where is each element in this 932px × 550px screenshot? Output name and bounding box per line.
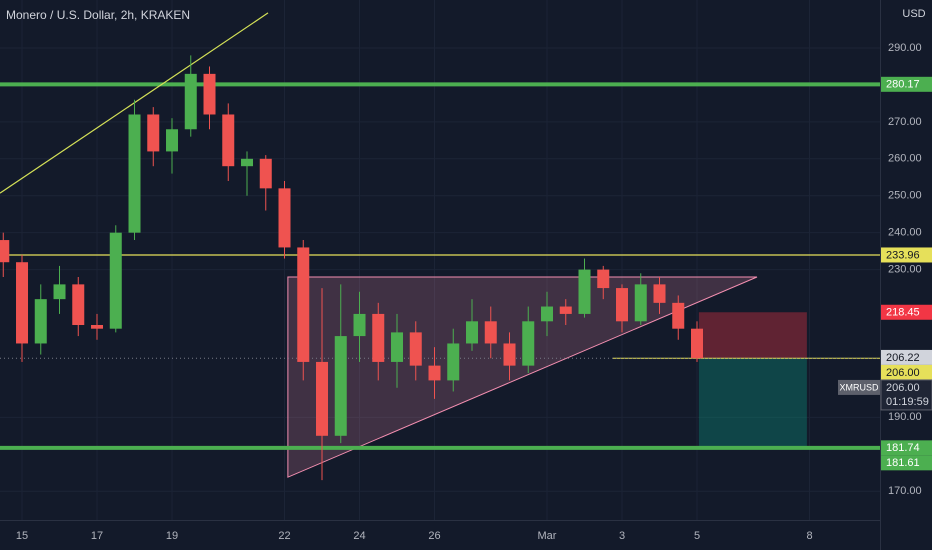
candle-body — [447, 343, 460, 381]
x-tick-label: 8 — [806, 530, 812, 542]
stop-zone — [698, 312, 807, 359]
candle-body — [316, 361, 329, 436]
candle-body — [428, 365, 441, 381]
candle-body — [503, 343, 516, 366]
candle-body — [391, 332, 404, 362]
last-price: 206.00 — [886, 382, 920, 394]
price-tag: 181.74 — [886, 442, 920, 454]
candle-body — [484, 321, 497, 344]
candle-body — [353, 313, 366, 337]
currency-label: USD — [902, 8, 925, 20]
candle-body — [409, 332, 422, 366]
price-tag: 280.17 — [886, 79, 920, 91]
candle-body — [672, 302, 685, 329]
y-tick-label: 290.00 — [888, 42, 922, 54]
candle-body — [241, 158, 254, 167]
candle-body — [109, 232, 122, 329]
candle-body — [297, 247, 310, 362]
trendline — [0, 12, 269, 194]
candle-body — [522, 321, 535, 366]
candle-body — [653, 284, 666, 303]
candle-body — [691, 328, 704, 359]
y-tick-label: 170.00 — [888, 485, 922, 497]
candle-body — [166, 129, 179, 152]
price-tag: 233.96 — [886, 249, 920, 261]
x-tick-label: 26 — [428, 530, 440, 542]
candle-body — [34, 299, 47, 344]
candle-body — [559, 306, 572, 314]
x-tick-label: 5 — [694, 530, 700, 542]
x-tick-label: 22 — [278, 530, 290, 542]
candle-body — [128, 114, 141, 233]
price-axis: 290.00 270.00 260.00 250.00 240.00 230.00 190.… — [838, 42, 932, 497]
candle-body — [0, 240, 10, 263]
candle-body — [203, 73, 216, 115]
symbol-tag-bg — [838, 379, 880, 395]
plot — [0, 0, 880, 520]
x-tick-label: 15 — [16, 530, 28, 542]
x-tick-label: 19 — [166, 530, 178, 542]
candle-body — [53, 284, 66, 300]
triangle-pattern — [287, 276, 758, 478]
candle-body — [72, 284, 85, 325]
y-tick-label: 240.00 — [888, 227, 922, 239]
candle-body — [634, 284, 647, 322]
y-tick-label: 260.00 — [888, 153, 922, 165]
y-tick-label: 230.00 — [888, 264, 922, 276]
candle-body — [222, 114, 235, 167]
price-tag-bg — [881, 247, 932, 263]
candle-body — [466, 321, 479, 344]
candle-body — [372, 313, 385, 362]
x-tick-label: 24 — [353, 530, 365, 542]
price-tag-bg — [881, 349, 932, 365]
candle-body — [91, 325, 104, 329]
candle-body — [541, 306, 554, 322]
candle-body — [616, 288, 629, 322]
price-tag: 181.61 — [886, 457, 920, 469]
price-tag-bg — [881, 364, 932, 380]
candle-body — [16, 262, 29, 344]
price-tag: 206.00 — [886, 367, 920, 379]
candle-body — [334, 336, 347, 436]
target-zone — [698, 358, 807, 449]
y-tick-label: 190.00 — [888, 411, 922, 423]
x-tick-label: 3 — [619, 530, 625, 542]
symbol-tag: XMRUSD — [839, 382, 879, 392]
price-tag: 218.45 — [886, 307, 920, 319]
candle-body — [278, 188, 291, 248]
chart-title: Monero / U.S. Dollar, 2h, KRAKEN — [6, 8, 190, 22]
price-tag-bg — [881, 76, 932, 92]
candle-body — [597, 269, 610, 289]
countdown: 01:19:59 — [886, 396, 929, 408]
candle-body — [184, 73, 197, 130]
last-price-bg — [880, 379, 932, 411]
x-tick-label: 17 — [91, 530, 103, 542]
candle-body — [578, 269, 591, 314]
candle-body — [147, 114, 160, 152]
x-tick-label: Mar — [538, 530, 557, 542]
candle-body — [259, 158, 272, 189]
y-tick-label: 250.00 — [888, 190, 922, 202]
price-tag: 206.22 — [886, 352, 920, 364]
y-tick-label: 270.00 — [888, 116, 922, 128]
price-tag-bg — [881, 455, 932, 471]
price-tag-bg — [881, 304, 932, 320]
price-tag-bg — [881, 440, 932, 456]
